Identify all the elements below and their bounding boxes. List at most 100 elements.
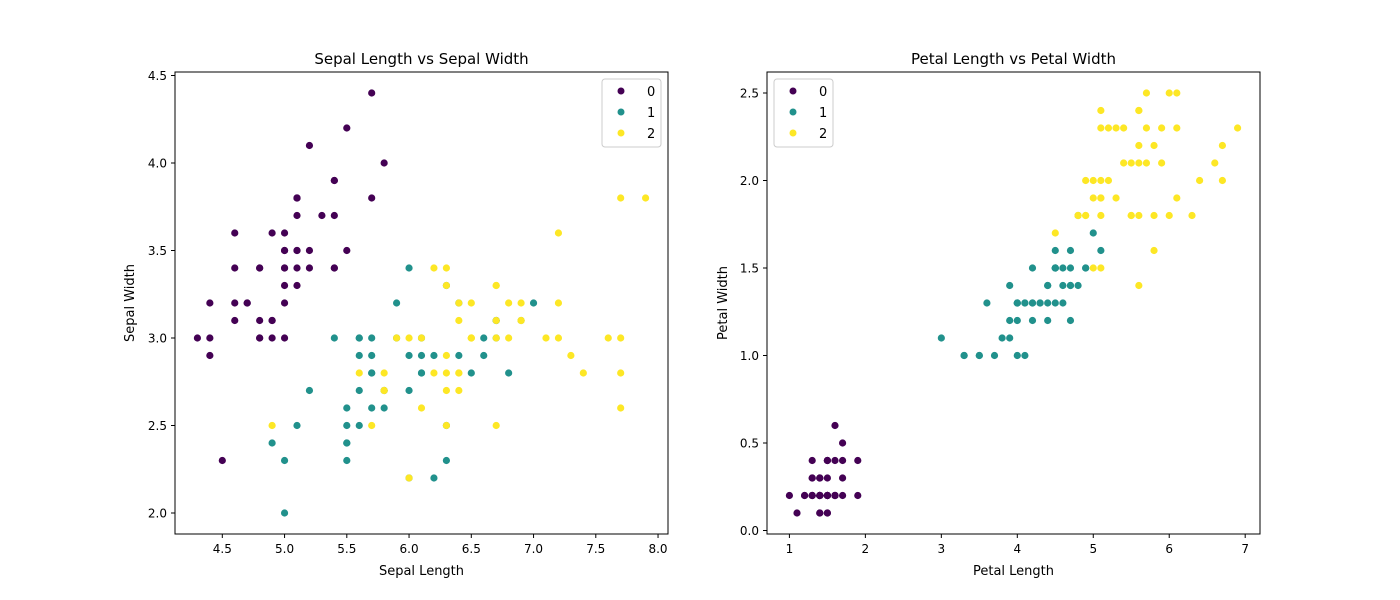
scatter-point-class-1 — [442, 456, 450, 465]
legend: 0 1 2 — [773, 78, 834, 148]
x-tick-label: 7.5 — [586, 542, 605, 556]
scatter-point-class-2 — [1089, 194, 1097, 202]
scatter-point-class-2 — [1173, 89, 1181, 97]
scatter-point-class-0 — [231, 299, 239, 307]
scatter-point-class-1 — [529, 299, 538, 307]
y-axis-ticks: 0.0 0.5 1.0 1.5 2.0 2.5 — [740, 87, 767, 538]
scatter-point-class-2 — [430, 369, 438, 377]
scatter-point-class-1 — [430, 474, 438, 482]
scatter-point-class-2 — [355, 369, 363, 377]
scatter-point-class-0 — [380, 159, 388, 167]
scatter-point-class-1 — [1051, 246, 1059, 255]
scatter-point-class-2 — [405, 334, 413, 342]
scatter-point-class-1 — [430, 351, 438, 360]
scatter-point-class-2 — [617, 334, 625, 342]
y-tick-label: 2.5 — [148, 419, 167, 433]
legend-marker-2 — [617, 129, 625, 137]
scatter-point-class-2 — [492, 421, 500, 430]
scatter-point-class-1 — [1013, 299, 1021, 307]
scatter-point-class-2 — [1104, 124, 1113, 132]
scatter-point-class-2 — [1150, 141, 1158, 150]
scatter-point-class-2 — [1104, 176, 1113, 185]
legend-marker-0 — [617, 87, 625, 95]
x-tick-label: 2 — [862, 542, 870, 556]
scatter-point-class-2 — [467, 299, 475, 307]
scatter-point-class-2 — [604, 334, 612, 342]
scatter-point-class-2 — [1097, 211, 1105, 220]
scatter-point-class-0 — [838, 474, 847, 482]
scatter-point-class-2 — [1142, 89, 1151, 97]
scatter-point-class-1 — [1074, 281, 1082, 290]
scatter-point-class-2 — [1120, 159, 1128, 167]
x-tick-label: 4 — [1013, 542, 1021, 556]
scatter-point-class-0 — [218, 456, 226, 465]
scatter-point-class-0 — [280, 264, 289, 272]
y-tick-label: 2.0 — [740, 174, 759, 188]
scatter-point-class-2 — [442, 351, 450, 360]
scatter-point-class-2 — [380, 386, 388, 395]
scatter-point-class-0 — [268, 316, 276, 325]
scatter-point-class-0 — [293, 211, 301, 220]
x-tick-label: 6 — [1165, 542, 1173, 556]
scatter-point-class-0 — [838, 491, 847, 500]
legend-label-1: 1 — [647, 106, 655, 121]
scatter-point-class-1 — [998, 334, 1006, 342]
scatter-point-class-0 — [293, 194, 301, 202]
scatter-point-class-2 — [393, 334, 401, 342]
scatter-point-class-0 — [243, 299, 251, 307]
scatter-points — [785, 89, 1242, 517]
x-axis-ticks: 1 2 3 4 5 6 7 — [786, 534, 1249, 556]
y-tick-label: 1.0 — [740, 349, 759, 363]
scatter-point-class-2 — [1120, 124, 1128, 132]
scatter-point-class-1 — [983, 299, 991, 307]
scatter-point-class-1 — [393, 299, 401, 307]
scatter-point-class-0 — [256, 264, 264, 272]
scatter-point-class-2 — [1089, 264, 1097, 272]
scatter-point-class-1 — [1006, 334, 1014, 342]
scatter-point-class-2 — [1150, 211, 1158, 220]
scatter-point-class-2 — [1051, 229, 1059, 237]
scatter-point-class-2 — [442, 264, 450, 272]
plot-frame — [174, 71, 669, 535]
y-tick-label: 3.0 — [148, 332, 167, 346]
scatter-point-class-2 — [380, 369, 388, 377]
scatter-point-class-0 — [293, 281, 301, 290]
scatter-point-class-2 — [442, 386, 450, 395]
scatter-point-class-1 — [405, 264, 413, 272]
scatter-point-class-2 — [617, 404, 625, 412]
scatter-point-class-0 — [256, 334, 264, 342]
scatter-point-class-0 — [268, 229, 276, 237]
scatter-point-class-1 — [280, 509, 289, 517]
x-tick-label: 1 — [786, 542, 794, 556]
legend-label-1: 1 — [819, 106, 827, 121]
chart-title: Sepal Length vs Sepal Width — [314, 50, 528, 68]
x-tick-label: 4.5 — [213, 542, 232, 556]
scatter-point-class-0 — [785, 491, 794, 500]
scatter-point-class-0 — [330, 264, 338, 272]
scatter-point-class-1 — [1066, 316, 1075, 325]
scatter-point-class-1 — [1066, 264, 1075, 272]
scatter-point-class-2 — [442, 369, 450, 377]
x-tick-label: 3 — [938, 542, 946, 556]
scatter-point-class-2 — [268, 421, 276, 430]
scatter-point-class-2 — [417, 334, 426, 342]
scatter-point-class-1 — [1059, 281, 1067, 290]
scatter-point-class-2 — [1158, 159, 1166, 167]
legend-label-0: 0 — [819, 85, 827, 100]
scatter-point-class-1 — [1044, 281, 1052, 290]
scatter-point-class-1 — [343, 421, 351, 430]
scatter-point-class-2 — [1142, 124, 1151, 132]
scatter-point-class-0 — [268, 334, 276, 342]
scatter-point-class-1 — [1059, 264, 1067, 272]
scatter-point-class-0 — [838, 456, 847, 465]
scatter-point-class-1 — [960, 351, 968, 360]
scatter-point-class-2 — [467, 334, 475, 342]
scatter-point-class-2 — [554, 334, 563, 342]
x-tick-label: 6.0 — [400, 542, 419, 556]
scatter-point-class-0 — [280, 299, 289, 307]
scatter-point-class-2 — [1218, 176, 1226, 185]
scatter-point-class-1 — [380, 404, 388, 412]
legend: 0 1 2 — [601, 78, 662, 148]
scatter-point-class-0 — [206, 334, 214, 342]
